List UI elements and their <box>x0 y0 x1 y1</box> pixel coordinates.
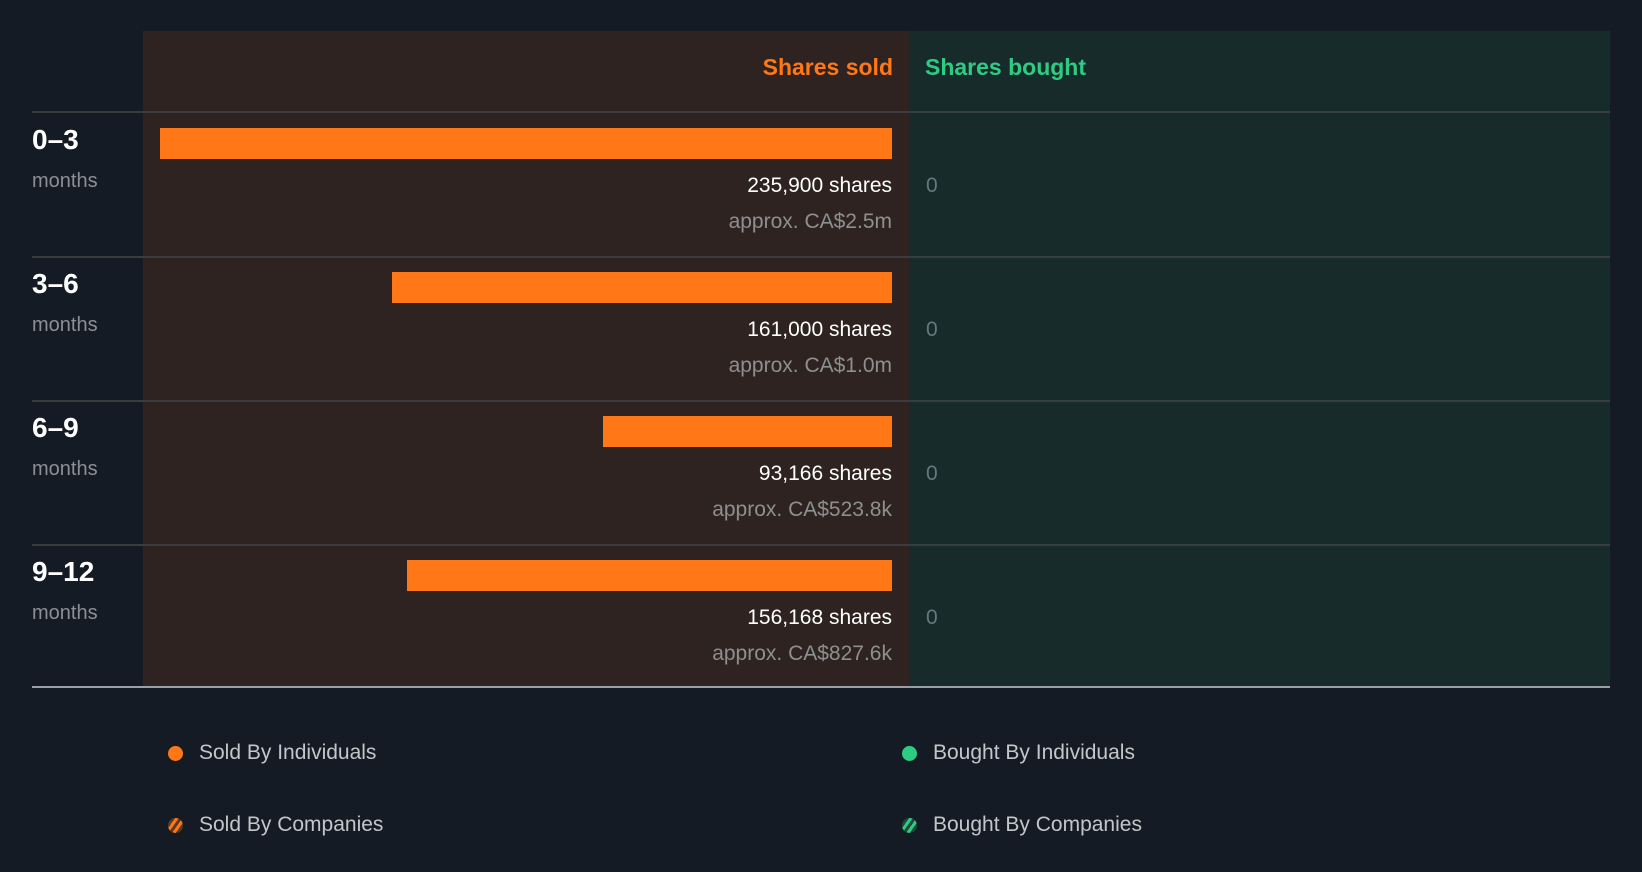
chart-row: 0–3 months 235,900 shares approx. CA$2.5m 0 <box>0 112 1642 256</box>
sold-shares-label: 156,168 shares <box>747 606 892 629</box>
legend-label: Bought By Companies <box>933 813 1142 836</box>
legend-item-sold-companies: Sold By Companies <box>168 813 383 837</box>
bought-column-background <box>909 31 1610 687</box>
chart-row: 9–12 months 156,168 shares approx. CA$827.6… <box>0 544 1642 688</box>
period-label: 9–12 <box>32 556 95 587</box>
bought-shares-label: 0 <box>926 462 938 485</box>
shares-sold-header: Shares sold <box>762 54 893 80</box>
striped-orange-dot-icon <box>168 817 183 833</box>
sold-shares-label: 161,000 shares <box>747 318 892 341</box>
legend-item-bought-companies: Bought By Companies <box>902 813 1142 837</box>
period-unit: months <box>32 602 98 624</box>
sold-value-label: approx. CA$827.6k <box>712 642 892 665</box>
chart-row: 3–6 months 161,000 shares approx. CA$1.0m 0 <box>0 256 1642 400</box>
period-unit: months <box>32 170 98 192</box>
sold-value-label: approx. CA$2.5m <box>728 210 892 233</box>
sold-shares-label: 93,166 shares <box>758 462 892 485</box>
chart-bottom-axis <box>32 686 1610 688</box>
sold-bar <box>602 416 892 447</box>
striped-green-dot-icon <box>902 817 917 833</box>
sold-bar <box>407 560 892 591</box>
divider <box>32 256 1610 258</box>
divider <box>32 400 1610 402</box>
sold-bar <box>392 272 892 303</box>
chart-row: 6–9 months 93,166 shares approx. CA$523.8k 0 <box>0 400 1642 544</box>
bought-shares-label: 0 <box>926 174 938 197</box>
divider <box>32 544 1610 546</box>
legend-item-sold-individuals: Sold By Individuals <box>168 741 376 765</box>
shares-bought-header: Shares bought <box>925 54 1087 80</box>
period-unit: months <box>32 314 98 336</box>
legend-label: Sold By Individuals <box>199 741 377 764</box>
sold-value-label: approx. CA$1.0m <box>728 354 892 377</box>
legend-item-bought-individuals: Bought By Individuals <box>902 741 1135 765</box>
sold-shares-label: 235,900 shares <box>747 174 892 197</box>
legend-label: Bought By Individuals <box>933 741 1135 764</box>
period-label: 6–9 <box>32 412 79 443</box>
bought-shares-label: 0 <box>926 606 938 629</box>
period-unit: months <box>32 458 98 480</box>
bought-shares-label: 0 <box>926 318 938 341</box>
solid-green-dot-icon <box>902 745 917 761</box>
sold-bar <box>160 128 892 159</box>
solid-orange-dot-icon <box>168 745 183 761</box>
sold-value-label: approx. CA$523.8k <box>712 498 892 521</box>
period-label: 3–6 <box>32 268 79 299</box>
divider <box>32 111 1610 113</box>
period-label: 0–3 <box>32 124 79 155</box>
legend-label: Sold By Companies <box>199 813 384 836</box>
